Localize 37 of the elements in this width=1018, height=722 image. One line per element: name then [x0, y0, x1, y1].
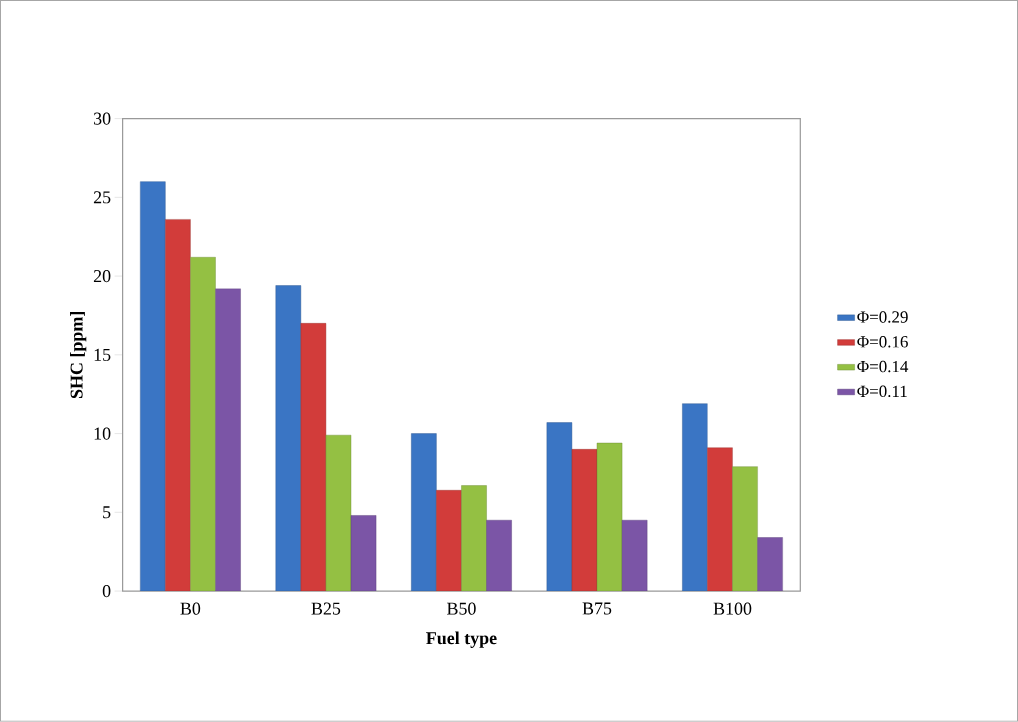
- bar: [546, 422, 573, 592]
- bar: [707, 447, 733, 592]
- y-tick-label: 5: [103, 506, 111, 519]
- y-tick-label: 15: [94, 348, 111, 361]
- x-tick-label: B0: [180, 602, 201, 615]
- y-tick-label: 25: [93, 191, 111, 204]
- bar: [190, 257, 216, 592]
- legend-label: Φ=0.11: [857, 385, 907, 398]
- x-tick-label: B25: [311, 602, 341, 615]
- bar: [461, 485, 487, 592]
- legend-label: Φ=0.14: [857, 360, 909, 373]
- bar: [215, 288, 241, 592]
- y-tick-label: 10: [94, 427, 111, 440]
- legend-label: Φ=0.29: [857, 311, 908, 323]
- x-tick-label: B75: [582, 602, 612, 615]
- bar: [596, 442, 623, 592]
- x-tick-label: B50: [447, 602, 476, 615]
- bar: [732, 466, 758, 592]
- bar: [571, 449, 598, 592]
- y-axis-title: SHC [ppm]: [70, 312, 87, 399]
- bar: [682, 403, 708, 592]
- bar: [757, 537, 783, 592]
- bar: [300, 323, 327, 592]
- bar: [436, 490, 462, 592]
- bar: [140, 181, 166, 592]
- x-tick-label: B100: [713, 602, 752, 615]
- bar: [350, 515, 377, 592]
- x-axis-title: Fuel type: [426, 631, 497, 649]
- bar: [165, 219, 191, 592]
- bar: [275, 285, 302, 592]
- bar: [411, 433, 437, 592]
- bar: [325, 435, 352, 592]
- y-tick-label: 30: [94, 112, 111, 125]
- y-tick-label: 20: [93, 270, 111, 283]
- legend-label: Φ=0.16: [857, 336, 908, 348]
- y-tick-label: 0: [102, 585, 111, 598]
- bar: [486, 520, 512, 592]
